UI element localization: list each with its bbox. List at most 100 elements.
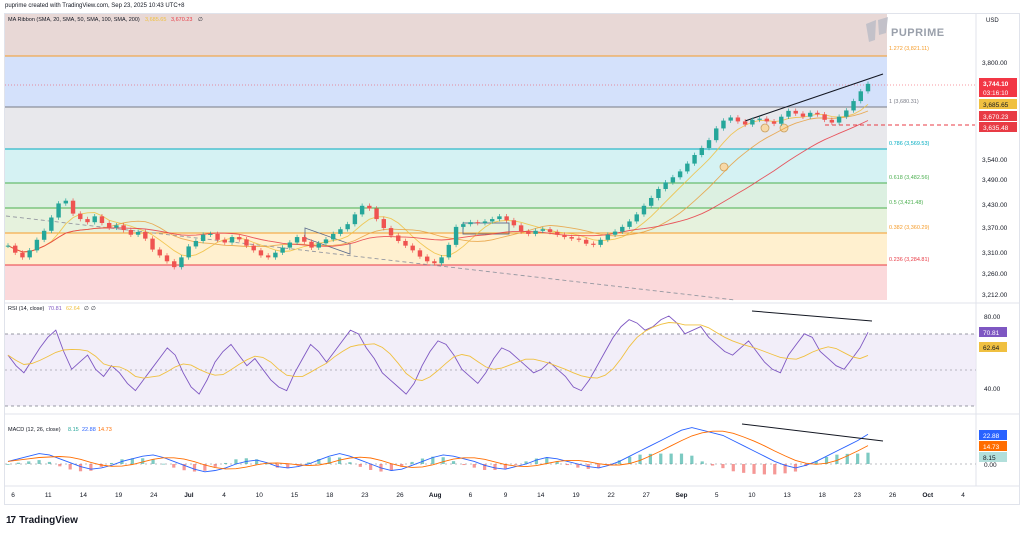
macd-pane: MACD (12, 26, close) 8.15 22.88 14.73 22… bbox=[5, 423, 1007, 475]
macd-value: 22.88 bbox=[82, 427, 96, 433]
currency-label: USD bbox=[986, 18, 999, 24]
candle-body bbox=[490, 219, 495, 222]
macd-histogram-bar bbox=[47, 461, 52, 464]
candle-body bbox=[63, 200, 69, 204]
macd-histogram-bar bbox=[814, 461, 818, 464]
macd-histogram-bar bbox=[110, 462, 114, 464]
time-axis-label: 10 bbox=[748, 492, 756, 499]
macd-histogram-bar bbox=[783, 464, 787, 474]
macd-histogram-bar bbox=[68, 464, 72, 470]
macd-histogram-bar bbox=[306, 462, 311, 464]
candle-body bbox=[757, 118, 762, 120]
candle-body bbox=[5, 245, 11, 247]
candle-body bbox=[193, 240, 199, 247]
candle-body bbox=[677, 171, 683, 178]
macd-histogram-bar bbox=[172, 464, 176, 468]
time-axis-label: 9 bbox=[504, 492, 508, 499]
macd-value: 8.15 bbox=[68, 427, 79, 433]
macd-histogram-bar bbox=[669, 453, 673, 464]
macd-title: MACD (12, 26, close) bbox=[8, 427, 61, 433]
price-tick: 3,490.00 bbox=[982, 177, 1008, 184]
macd-histogram-bar bbox=[265, 463, 269, 465]
countdown-tag: 03:16:10 bbox=[983, 90, 1009, 97]
fib-band-0618-05 bbox=[5, 183, 887, 208]
macd-histogram-bar bbox=[524, 461, 528, 464]
candle-body bbox=[735, 117, 741, 122]
candle-body bbox=[439, 257, 444, 264]
time-axis-label: 26 bbox=[889, 492, 897, 499]
candle-body bbox=[583, 239, 589, 244]
price-tick: 3,540.00 bbox=[982, 157, 1008, 164]
candle-body bbox=[432, 261, 437, 264]
macd-histogram-bar bbox=[317, 459, 321, 464]
macd-histogram-bar bbox=[742, 464, 746, 473]
candle-body bbox=[547, 229, 553, 232]
candle-body bbox=[403, 240, 408, 246]
candle-body bbox=[533, 230, 538, 234]
candle-body bbox=[576, 238, 582, 240]
macd-histogram-bar bbox=[369, 464, 373, 470]
candle-body bbox=[150, 238, 155, 250]
time-axis-label: 26 bbox=[396, 492, 404, 499]
candle-body bbox=[41, 230, 47, 240]
candle-body bbox=[728, 117, 733, 121]
candle-body bbox=[27, 250, 32, 258]
candle-body bbox=[309, 241, 314, 248]
candle-body bbox=[186, 246, 191, 258]
puprime-watermark: PUPRIME bbox=[866, 17, 944, 42]
macd-histogram-bar bbox=[483, 464, 487, 470]
candle-body bbox=[692, 154, 697, 164]
macd-tag-bg bbox=[979, 430, 1007, 440]
candle-body bbox=[56, 203, 61, 218]
candle-body bbox=[836, 116, 842, 123]
candle-body bbox=[222, 239, 228, 243]
fib-band-05-0382 bbox=[5, 208, 887, 233]
candle-body bbox=[786, 110, 791, 117]
macd-histogram-bar bbox=[37, 460, 41, 464]
candle-body bbox=[316, 243, 321, 248]
time-axis-label: 24 bbox=[150, 492, 158, 499]
candle-body bbox=[475, 222, 480, 224]
macd-histogram-bar bbox=[679, 453, 684, 464]
candle-body bbox=[851, 101, 856, 111]
candle-body bbox=[374, 208, 379, 220]
candle-body bbox=[468, 222, 473, 225]
ma-ribbon-title: MA Ribbon (SMA, 20, SMA, 50, SMA, 100, S… bbox=[8, 17, 140, 23]
price-axis: USD 3,800.00 3,540.00 3,490.00 3,430.00 … bbox=[982, 18, 1008, 299]
rsi-tag-bg bbox=[979, 342, 1007, 352]
macd-histogram-bar bbox=[565, 464, 570, 466]
candle-body bbox=[417, 250, 423, 257]
rsi-tag-bg bbox=[979, 327, 1007, 337]
candle-body bbox=[128, 230, 134, 235]
fib-label: 0.236 (3,284.81) bbox=[889, 257, 930, 263]
macd-histogram-bar bbox=[700, 461, 704, 464]
macd-histogram-bar bbox=[462, 464, 466, 466]
fib-label: 0.5 (3,421.48) bbox=[889, 200, 923, 206]
candle-body bbox=[771, 121, 777, 124]
candle-body bbox=[114, 225, 119, 228]
candle-body bbox=[562, 234, 567, 238]
support-price-tag-bg bbox=[979, 122, 1017, 132]
candle-body bbox=[179, 257, 184, 268]
candle-body bbox=[388, 228, 394, 236]
candle-body bbox=[482, 221, 488, 223]
candle-body bbox=[229, 237, 235, 243]
candle-body bbox=[764, 118, 770, 122]
rsi-value: 62.64 bbox=[66, 306, 80, 312]
time-axis-label: 6 bbox=[11, 492, 15, 499]
price-tick: 3,370.00 bbox=[982, 225, 1008, 232]
candle-body bbox=[121, 225, 126, 231]
candle-body bbox=[511, 220, 517, 226]
macd-histogram-bar bbox=[721, 464, 725, 469]
candle-body bbox=[352, 214, 358, 225]
macd-histogram-bar bbox=[451, 461, 456, 464]
rsi-value: ∅ bbox=[84, 305, 89, 312]
macd-histogram-bar bbox=[431, 456, 435, 464]
candle-body bbox=[323, 239, 329, 244]
candle-body bbox=[598, 239, 603, 245]
macd-histogram-bar bbox=[213, 464, 217, 467]
tradingview-logo[interactable]: 17 TradingView bbox=[6, 514, 78, 526]
rsi-signal-line bbox=[7, 322, 869, 381]
candle-body bbox=[164, 255, 170, 262]
